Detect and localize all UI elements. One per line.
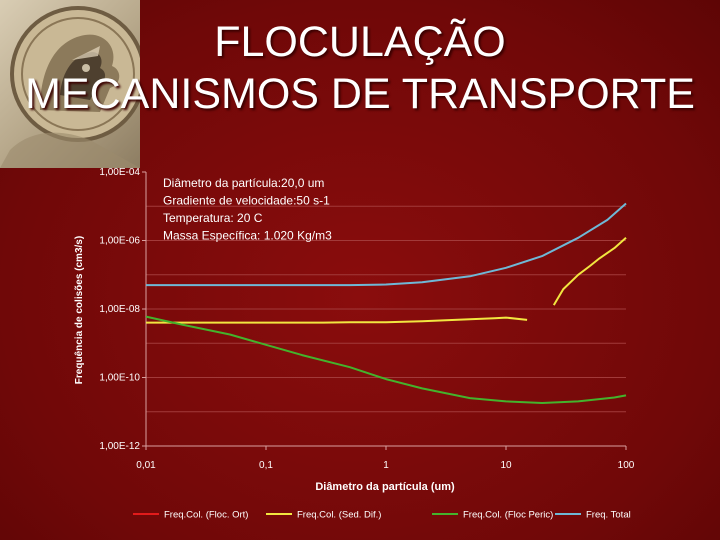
series-layer xyxy=(145,202,627,404)
y-tick-label: 1,00E-12 xyxy=(99,441,140,452)
series-line xyxy=(145,315,627,404)
legend-label: Freq.Col. (Sed. Dif.) xyxy=(297,510,381,521)
title-line-1: FLOCULAÇÃO xyxy=(214,18,506,66)
x-tick-label: 0,1 xyxy=(259,460,273,471)
series-line xyxy=(552,237,627,306)
parameter-annotation: Diâmetro da partícula:20,0 um xyxy=(163,176,324,190)
y-tick-label: 1,00E-06 xyxy=(99,236,140,247)
y-axis-label: Frequência de colisões (cm3/s) xyxy=(74,236,85,384)
parameter-annotation: Temperatura: 20 C xyxy=(163,211,263,225)
x-tick-label: 1 xyxy=(383,460,389,471)
legend-label: Freq.Col. (Floc. Ort) xyxy=(164,510,248,521)
parameter-annotation: Gradiente de velocidade:50 s-1 xyxy=(163,194,330,208)
annotation-layer: Diâmetro da partícula:20,0 um Gradiente d… xyxy=(163,176,332,243)
x-tick-label: 10 xyxy=(500,460,512,471)
medallion-drawing xyxy=(0,6,140,168)
x-axis-label: Diâmetro da partícula (um) xyxy=(315,481,455,493)
legend: Freq.Col. (Floc. Ort) Freq.Col. (Sed. Dif… xyxy=(133,510,631,521)
knight-medallion-icon xyxy=(0,0,140,168)
parameter-annotation: Massa Específica: 1.020 Kg/m3 xyxy=(163,229,332,243)
x-tick-label: 100 xyxy=(618,460,635,471)
legend-label: Freq. Total xyxy=(586,510,631,521)
y-tick-label: 1,00E-08 xyxy=(99,304,140,315)
y-tick-label: 1,00E-10 xyxy=(99,373,140,384)
axis-layer: 1,00E-04 1,00E-06 1,00E-08 1,00E-10 1,00E-12… xyxy=(99,167,634,471)
title-line-2: MECANISMOS DE TRANSPORTE xyxy=(25,70,695,118)
y-tick-label: 1,00E-04 xyxy=(99,167,140,178)
x-tick-label: 0,01 xyxy=(136,460,156,471)
series-line xyxy=(146,316,528,324)
series-line xyxy=(146,202,627,287)
slide-title: FLOCULAÇÃO MECANISMOS DE TRANSPORTE xyxy=(0,16,720,120)
grid-layer xyxy=(146,205,626,413)
legend-label: Freq.Col. (Floc Peric) xyxy=(463,510,553,521)
